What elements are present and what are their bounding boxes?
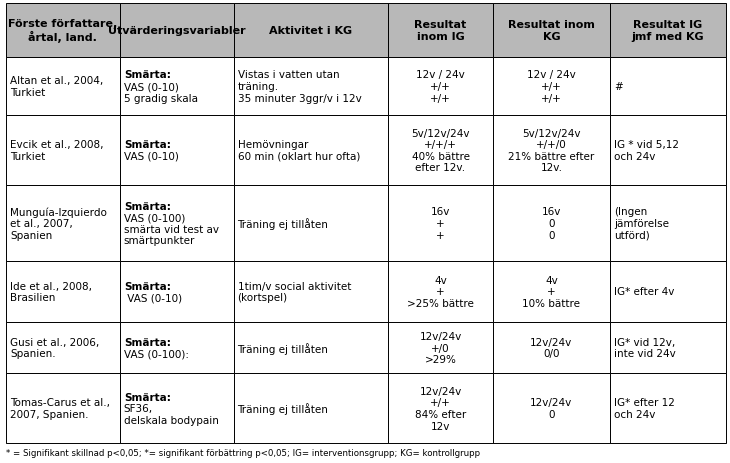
Bar xyxy=(120,4,234,58)
Text: Smärta:: Smärta: xyxy=(124,281,171,291)
Text: Förste författare,
årtal, land.: Förste författare, årtal, land. xyxy=(8,19,118,43)
Bar xyxy=(493,116,610,186)
Bar xyxy=(234,116,388,186)
Bar xyxy=(388,186,493,262)
Text: Tomas-Carus et al.,
2007, Spanien.: Tomas-Carus et al., 2007, Spanien. xyxy=(10,398,110,419)
Bar xyxy=(120,262,234,322)
Text: 16v
0
0: 16v 0 0 xyxy=(542,207,561,240)
Bar xyxy=(610,186,726,262)
Bar xyxy=(6,262,120,322)
Text: Vistas i vatten utan
träning.
35 minuter 3ggr/v i 12v: Vistas i vatten utan träning. 35 minuter… xyxy=(237,70,361,103)
Text: Resultat inom
KG: Resultat inom KG xyxy=(508,20,595,42)
Text: VAS (0-100):: VAS (0-100): xyxy=(124,349,189,359)
Bar xyxy=(234,262,388,322)
Text: IG* vid 12v,
inte vid 24v: IG* vid 12v, inte vid 24v xyxy=(614,337,676,359)
Bar xyxy=(388,374,493,443)
Text: Altan et al., 2004,
Turkiet: Altan et al., 2004, Turkiet xyxy=(10,76,103,98)
Text: Gusi et al., 2006,
Spanien.: Gusi et al., 2006, Spanien. xyxy=(10,337,99,359)
Bar xyxy=(234,4,388,58)
Text: smärta vid test av: smärta vid test av xyxy=(124,225,219,234)
Bar xyxy=(234,58,388,116)
Text: Munguía-Izquierdo
et al., 2007,
Spanien: Munguía-Izquierdo et al., 2007, Spanien xyxy=(10,206,107,240)
Text: IG* efter 4v: IG* efter 4v xyxy=(614,287,675,297)
Text: #: # xyxy=(614,82,623,92)
Bar xyxy=(610,58,726,116)
Bar xyxy=(493,4,610,58)
Text: 4v
+
>25% bättre: 4v + >25% bättre xyxy=(407,275,474,308)
Bar xyxy=(388,322,493,374)
Text: 1tim/v social aktivitet
(kortspel): 1tim/v social aktivitet (kortspel) xyxy=(237,281,351,303)
Bar xyxy=(6,322,120,374)
Text: Evcik et al., 2008,
Turkiet: Evcik et al., 2008, Turkiet xyxy=(10,140,104,162)
Text: 5v/12v/24v
+/+/0
21% bättre efter
12v.: 5v/12v/24v +/+/0 21% bättre efter 12v. xyxy=(508,128,594,173)
Bar xyxy=(120,186,234,262)
Bar xyxy=(493,374,610,443)
Text: 16v
+
+: 16v + + xyxy=(431,207,450,240)
Bar xyxy=(388,4,493,58)
Text: 12v/24v
+/+
84% efter
12v: 12v/24v +/+ 84% efter 12v xyxy=(415,386,466,431)
Bar xyxy=(6,374,120,443)
Bar xyxy=(388,58,493,116)
Text: Smärta:: Smärta: xyxy=(124,201,171,211)
Text: (Ingen
jämförelse
utförd): (Ingen jämförelse utförd) xyxy=(614,207,669,240)
Bar xyxy=(120,116,234,186)
Text: IG * vid 5,12
och 24v: IG * vid 5,12 och 24v xyxy=(614,140,679,162)
Text: Hemövningar
60 min (oklart hur ofta): Hemövningar 60 min (oklart hur ofta) xyxy=(237,140,360,162)
Text: Träning ej tillåten: Träning ej tillåten xyxy=(237,218,328,230)
Text: Smärta:: Smärta: xyxy=(124,140,171,150)
Text: Smärta:: Smärta: xyxy=(124,337,171,347)
Bar xyxy=(234,322,388,374)
Bar xyxy=(388,262,493,322)
Text: 12v/24v
+/0
>29%: 12v/24v +/0 >29% xyxy=(420,331,461,364)
Bar xyxy=(388,116,493,186)
Bar xyxy=(120,58,234,116)
Text: VAS (0-10): VAS (0-10) xyxy=(124,293,182,303)
Text: Resultat
inom IG: Resultat inom IG xyxy=(415,20,466,42)
Bar xyxy=(610,4,726,58)
Text: 12v / 24v
+/+
+/+: 12v / 24v +/+ +/+ xyxy=(527,70,576,103)
Bar xyxy=(234,186,388,262)
Text: smärtpunkter: smärtpunkter xyxy=(124,236,195,246)
Text: 5 gradig skala: 5 gradig skala xyxy=(124,94,198,103)
Text: delskala bodypain: delskala bodypain xyxy=(124,415,219,425)
Text: Smärta:: Smärta: xyxy=(124,70,171,80)
Text: Aktivitet i KG: Aktivitet i KG xyxy=(269,26,353,36)
Bar xyxy=(120,374,234,443)
Text: VAS (0-10): VAS (0-10) xyxy=(124,151,179,162)
Bar xyxy=(610,322,726,374)
Bar xyxy=(6,116,120,186)
Bar xyxy=(493,322,610,374)
Bar xyxy=(6,58,120,116)
Bar xyxy=(6,4,120,58)
Text: 4v
+
10% bättre: 4v + 10% bättre xyxy=(523,275,580,308)
Bar xyxy=(610,374,726,443)
Text: Träning ej tillåten: Träning ej tillåten xyxy=(237,402,328,414)
Text: Resultat IG
jmf med KG: Resultat IG jmf med KG xyxy=(631,20,704,42)
Text: Träning ej tillåten: Träning ej tillåten xyxy=(237,342,328,354)
Bar xyxy=(493,186,610,262)
Text: IG* efter 12
och 24v: IG* efter 12 och 24v xyxy=(614,398,675,419)
Bar xyxy=(120,322,234,374)
Bar xyxy=(234,374,388,443)
Text: SF36,: SF36, xyxy=(124,403,153,413)
Bar xyxy=(610,116,726,186)
Text: Smärta:: Smärta: xyxy=(124,392,171,402)
Text: 5v/12v/24v
+/+/+
40% bättre
efter 12v.: 5v/12v/24v +/+/+ 40% bättre efter 12v. xyxy=(411,128,470,173)
Text: VAS (0-10): VAS (0-10) xyxy=(124,82,179,92)
Text: Utvärderingsvariabler: Utvärderingsvariabler xyxy=(108,26,245,36)
Text: 12v/24v
0: 12v/24v 0 xyxy=(530,398,572,419)
Text: * = Signifikant skillnad p<0,05; *= signifikant förbättring p<0,05; IG= interven: * = Signifikant skillnad p<0,05; *= sign… xyxy=(6,448,480,457)
Bar xyxy=(610,262,726,322)
Bar xyxy=(493,58,610,116)
Text: Ide et al., 2008,
Brasilien: Ide et al., 2008, Brasilien xyxy=(10,281,92,303)
Bar xyxy=(6,186,120,262)
Text: 12v / 24v
+/+
+/+: 12v / 24v +/+ +/+ xyxy=(416,70,465,103)
Bar xyxy=(493,262,610,322)
Text: VAS (0-100): VAS (0-100) xyxy=(124,213,185,223)
Text: 12v/24v
0/0: 12v/24v 0/0 xyxy=(530,337,572,359)
